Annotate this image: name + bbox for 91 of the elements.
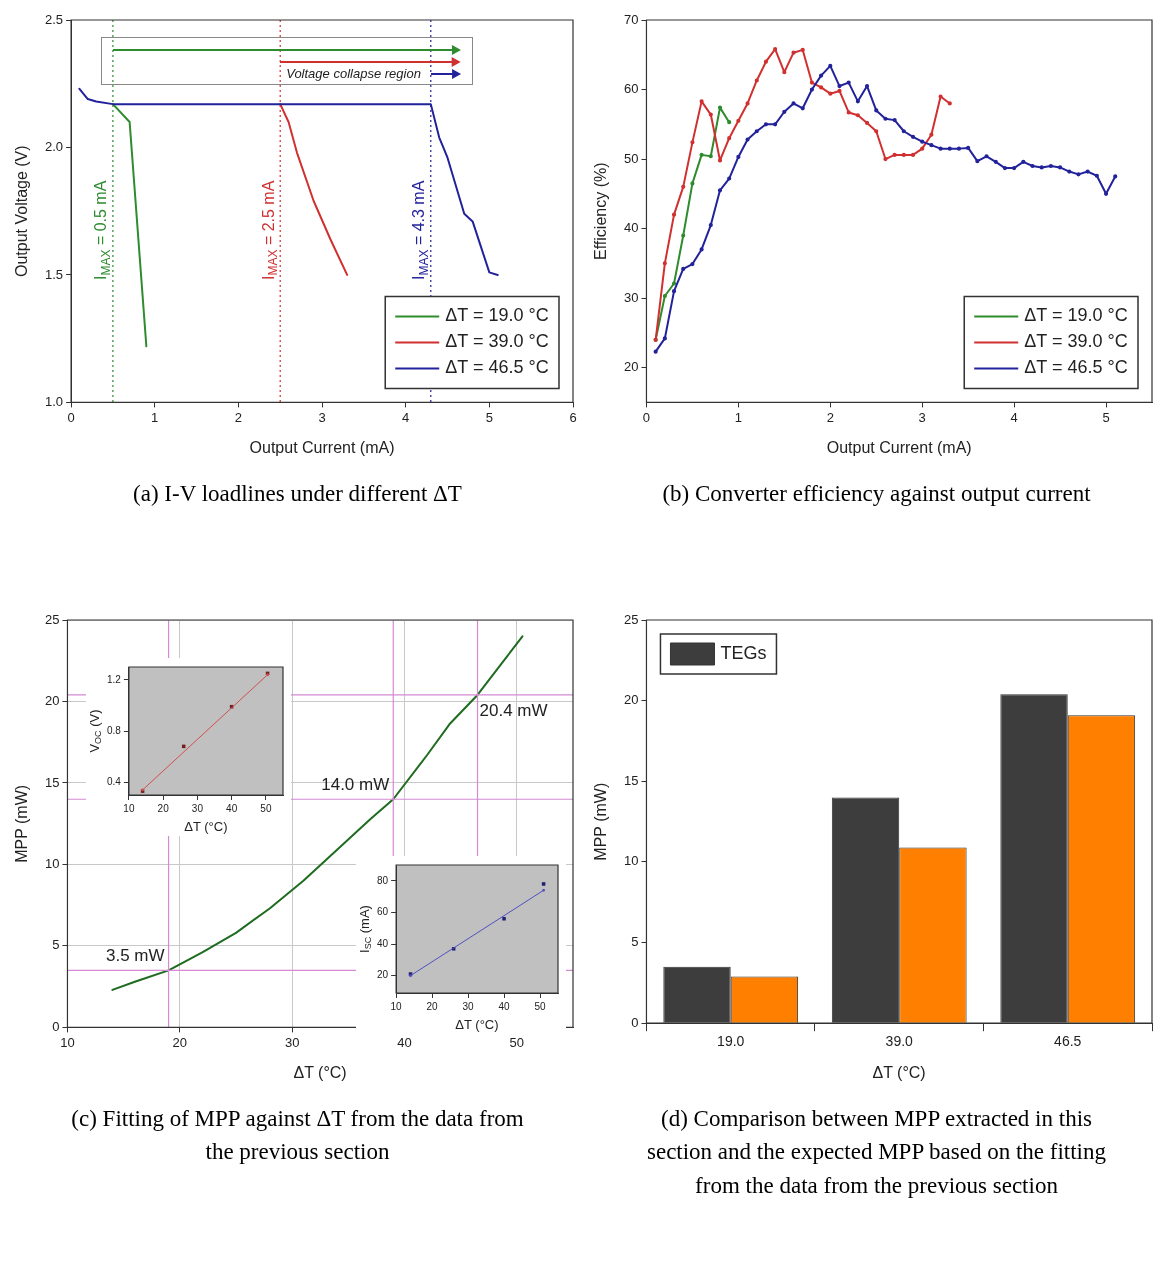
y-tick-label: 5: [631, 934, 639, 950]
legend-label: ΔT = 19.0 °C: [445, 305, 549, 326]
x-tick-label: 30: [191, 802, 204, 814]
y-tick-label: 2.5: [44, 11, 64, 27]
x-tick-label: 6: [569, 409, 577, 425]
y-tick-label: 5: [52, 937, 60, 953]
text: (c) Fitting of MPP against ΔT from the data from the previous section: [70, 1105, 525, 1167]
text: (a) I-V loadlines under different ΔT: [132, 480, 463, 508]
y-tick-label: 70: [623, 11, 639, 27]
y-axis-title: Output Voltage (V): [13, 145, 31, 278]
x-tick-label: 20: [157, 802, 170, 814]
x-tick-label: 0: [642, 409, 651, 425]
x-axis-title: ΔT (°C): [872, 1064, 926, 1082]
x-tick-label: 5: [485, 409, 493, 425]
y-tick-label: 40: [377, 937, 389, 949]
x-tick-label: 40: [397, 1034, 412, 1050]
x-tick-label: 3: [918, 409, 926, 425]
x-tick-label: 1: [734, 409, 742, 425]
y-tick-label: 1.5: [44, 266, 64, 282]
annotation: 3.5 mW: [106, 946, 165, 966]
annotation: 14.0 mW: [321, 774, 390, 794]
y-axis-title: Efficiency (%): [592, 162, 610, 260]
y-axis-title: VOC (V): [86, 709, 104, 753]
ref-line-label: IMAX = 2.5 mA: [259, 180, 281, 281]
x-tick-label: 50: [534, 1000, 547, 1012]
x-tick-label: 40: [226, 802, 238, 814]
y-tick-label: 0: [52, 1018, 60, 1034]
x-tick-label: 3: [318, 409, 326, 425]
x-axis-title: Output Current (mA): [826, 439, 972, 457]
y-tick-label: 0: [631, 1014, 639, 1030]
y-tick-label: 1.0: [44, 393, 64, 409]
legend-label: ΔT = 46.5 °C: [445, 357, 549, 378]
point: [541, 882, 546, 886]
text: (d) Comparison between MPP extracted in this section and the expected MPP based on the fitting from the data from the previous section: [645, 1105, 1107, 1200]
y-tick-label: 80: [377, 874, 389, 886]
y-tick-label: 30: [623, 289, 639, 305]
x-axis-title: ΔT (°C): [455, 1016, 499, 1032]
y-tick-label: 20: [44, 693, 60, 709]
x-tick-label: 5: [1102, 409, 1110, 425]
y-tick-label: 15: [44, 774, 60, 790]
y-tick-label: 25: [623, 611, 639, 627]
text: (b) Converter efficiency against output current: [661, 480, 1092, 508]
x-tick-label: 20: [172, 1034, 188, 1050]
x-tick-label: 50: [509, 1034, 525, 1050]
y-tick-label: 0.8: [107, 724, 122, 736]
y-axis-title: MPP (mW): [13, 784, 31, 863]
y-tick-label: 10: [623, 853, 639, 869]
y-tick-label: 20: [623, 692, 639, 708]
x-tick-label: 39.0: [885, 1033, 914, 1050]
y-tick-label: 20: [377, 969, 389, 981]
x-tick-label: 1: [151, 409, 159, 425]
ref-line-label: IMAX = 4.3 mA: [410, 180, 431, 281]
annotation: Voltage collapse region: [286, 65, 421, 83]
x-tick-label: 4: [1010, 409, 1018, 425]
x-axis-title: ΔT (°C): [293, 1064, 347, 1082]
legend-label: ΔT = 39.0 °C: [1024, 331, 1128, 352]
y-axis-title: MPP (mW): [592, 782, 610, 861]
y-tick-label: 0.4: [107, 775, 122, 787]
y-tick-label: 25: [44, 611, 60, 627]
x-tick-label: 2: [826, 409, 834, 425]
y-tick-label: 20: [623, 359, 639, 375]
legend-label: ΔT = 46.5 °C: [1024, 357, 1128, 378]
x-tick-label: 0: [67, 409, 75, 425]
legend-label: ΔT = 19.0 °C: [1024, 305, 1128, 326]
y-tick-label: 1.2: [107, 673, 122, 685]
x-tick-label: 10: [123, 802, 135, 814]
y-tick-label: 60: [623, 81, 639, 97]
ref-line-label: IMAX = 0.5 mA: [92, 180, 114, 281]
y-tick-label: 10: [44, 856, 60, 872]
x-tick-label: 2: [234, 409, 242, 425]
x-tick-label: 40: [498, 1000, 511, 1012]
point: [502, 916, 506, 921]
y-tick-label: 40: [623, 220, 639, 236]
x-tick-label: 19.0: [717, 1033, 745, 1050]
x-tick-label: 30: [284, 1034, 300, 1050]
y-tick-label: 2.0: [44, 139, 64, 155]
legend-label: TEGs: [720, 642, 767, 663]
x-tick-label: 50: [260, 802, 272, 814]
x-tick-label: 10: [390, 1000, 403, 1012]
y-tick-label: 60: [377, 906, 389, 918]
y-tick-label: 15: [623, 772, 639, 788]
x-tick-label: 4: [402, 409, 410, 425]
y-tick-label: 50: [623, 150, 639, 166]
y-axis-title: ISC (mA): [356, 905, 374, 953]
x-tick-label: 30: [462, 1000, 475, 1012]
annotation: 20.4 mW: [479, 700, 548, 720]
legend-label: ΔT = 39.0 °C: [445, 331, 549, 352]
x-tick-label: 20: [426, 1000, 439, 1012]
x-axis-title: Output Current (mA): [249, 439, 395, 457]
x-tick-label: 46.5: [1054, 1033, 1082, 1050]
x-axis-title: ΔT (°C): [184, 818, 228, 834]
